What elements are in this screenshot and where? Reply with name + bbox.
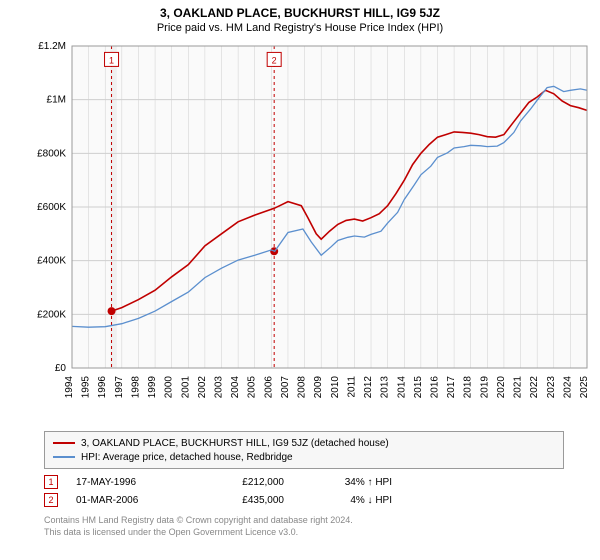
svg-text:2015: 2015 <box>413 376 424 399</box>
legend-swatch-series1 <box>53 442 75 444</box>
transaction-date: 01-MAR-2006 <box>76 495 176 506</box>
legend-row-series2: HPI: Average price, detached house, Redb… <box>53 450 555 464</box>
transactions-table: 1 17-MAY-1996 £212,000 34% ↑ HPI 2 01-MA… <box>44 473 564 509</box>
svg-text:2011: 2011 <box>346 376 357 398</box>
svg-text:2021: 2021 <box>513 376 524 399</box>
transaction-badge: 2 <box>44 493 58 507</box>
svg-text:£1M: £1M <box>47 95 66 106</box>
legend: 3, OAKLAND PLACE, BUCKHURST HILL, IG9 5J… <box>44 431 564 469</box>
svg-text:1998: 1998 <box>130 376 141 399</box>
legend-label-series1: 3, OAKLAND PLACE, BUCKHURST HILL, IG9 5J… <box>81 438 389 449</box>
transaction-delta: 34% ↑ HPI <box>302 477 392 488</box>
svg-text:2010: 2010 <box>330 376 341 399</box>
footer-attribution: Contains HM Land Registry data © Crown c… <box>44 515 564 538</box>
footer-line1: Contains HM Land Registry data © Crown c… <box>44 515 564 527</box>
transaction-badge: 1 <box>44 475 58 489</box>
svg-text:2017: 2017 <box>446 376 457 399</box>
svg-text:2013: 2013 <box>380 376 391 399</box>
svg-text:1994: 1994 <box>64 376 75 399</box>
svg-text:2025: 2025 <box>579 376 590 399</box>
svg-text:2009: 2009 <box>313 376 324 399</box>
svg-text:1999: 1999 <box>147 376 158 399</box>
transaction-price: £435,000 <box>194 495 284 506</box>
legend-row-series1: 3, OAKLAND PLACE, BUCKHURST HILL, IG9 5J… <box>53 436 555 450</box>
footer-line2: This data is licensed under the Open Gov… <box>44 527 564 539</box>
svg-text:2001: 2001 <box>180 376 191 399</box>
svg-text:£200K: £200K <box>37 309 66 320</box>
transaction-price: £212,000 <box>194 477 284 488</box>
line-chart: £0 £200K £400K £600K £800K £1M £1.2M 1994 1995 19… <box>32 38 592 428</box>
svg-text:£600K: £600K <box>37 202 66 213</box>
svg-text:£800K: £800K <box>37 148 66 159</box>
svg-text:2007: 2007 <box>280 376 291 399</box>
transaction-row: 1 17-MAY-1996 £212,000 34% ↑ HPI <box>44 473 564 491</box>
legend-label-series2: HPI: Average price, detached house, Redb… <box>81 452 293 463</box>
svg-text:2016: 2016 <box>429 376 440 399</box>
transaction-date: 17-MAY-1996 <box>76 477 176 488</box>
svg-text:£0: £0 <box>55 363 67 374</box>
svg-text:1995: 1995 <box>81 376 92 399</box>
svg-text:2006: 2006 <box>263 376 274 399</box>
svg-text:2012: 2012 <box>363 376 374 399</box>
svg-text:£1.2M: £1.2M <box>38 41 66 52</box>
svg-text:2000: 2000 <box>164 376 175 399</box>
svg-text:2005: 2005 <box>247 376 258 399</box>
legend-swatch-series2 <box>53 456 75 458</box>
svg-text:2018: 2018 <box>463 376 474 399</box>
svg-text:2019: 2019 <box>479 376 490 399</box>
svg-text:1997: 1997 <box>114 376 125 399</box>
svg-text:2020: 2020 <box>496 376 507 399</box>
svg-text:2008: 2008 <box>297 376 308 399</box>
chart-title: 3, OAKLAND PLACE, BUCKHURST HILL, IG9 5J… <box>0 0 600 20</box>
svg-text:2024: 2024 <box>562 376 573 399</box>
svg-text:2003: 2003 <box>214 376 225 399</box>
svg-text:2022: 2022 <box>529 376 540 399</box>
svg-text:£400K: £400K <box>37 256 66 267</box>
transaction-delta: 4% ↓ HPI <box>302 495 392 506</box>
svg-text:1996: 1996 <box>97 376 108 399</box>
chart-area: £0 £200K £400K £600K £800K £1M £1.2M 1994 1995 19… <box>32 38 592 428</box>
svg-text:2023: 2023 <box>546 376 557 399</box>
svg-text:2002: 2002 <box>197 376 208 399</box>
transaction-row: 2 01-MAR-2006 £435,000 4% ↓ HPI <box>44 491 564 509</box>
svg-text:1: 1 <box>109 55 114 65</box>
chart-subtitle: Price paid vs. HM Land Registry's House … <box>0 20 600 38</box>
svg-text:2004: 2004 <box>230 376 241 399</box>
svg-text:2: 2 <box>272 55 277 65</box>
svg-text:2014: 2014 <box>396 376 407 399</box>
